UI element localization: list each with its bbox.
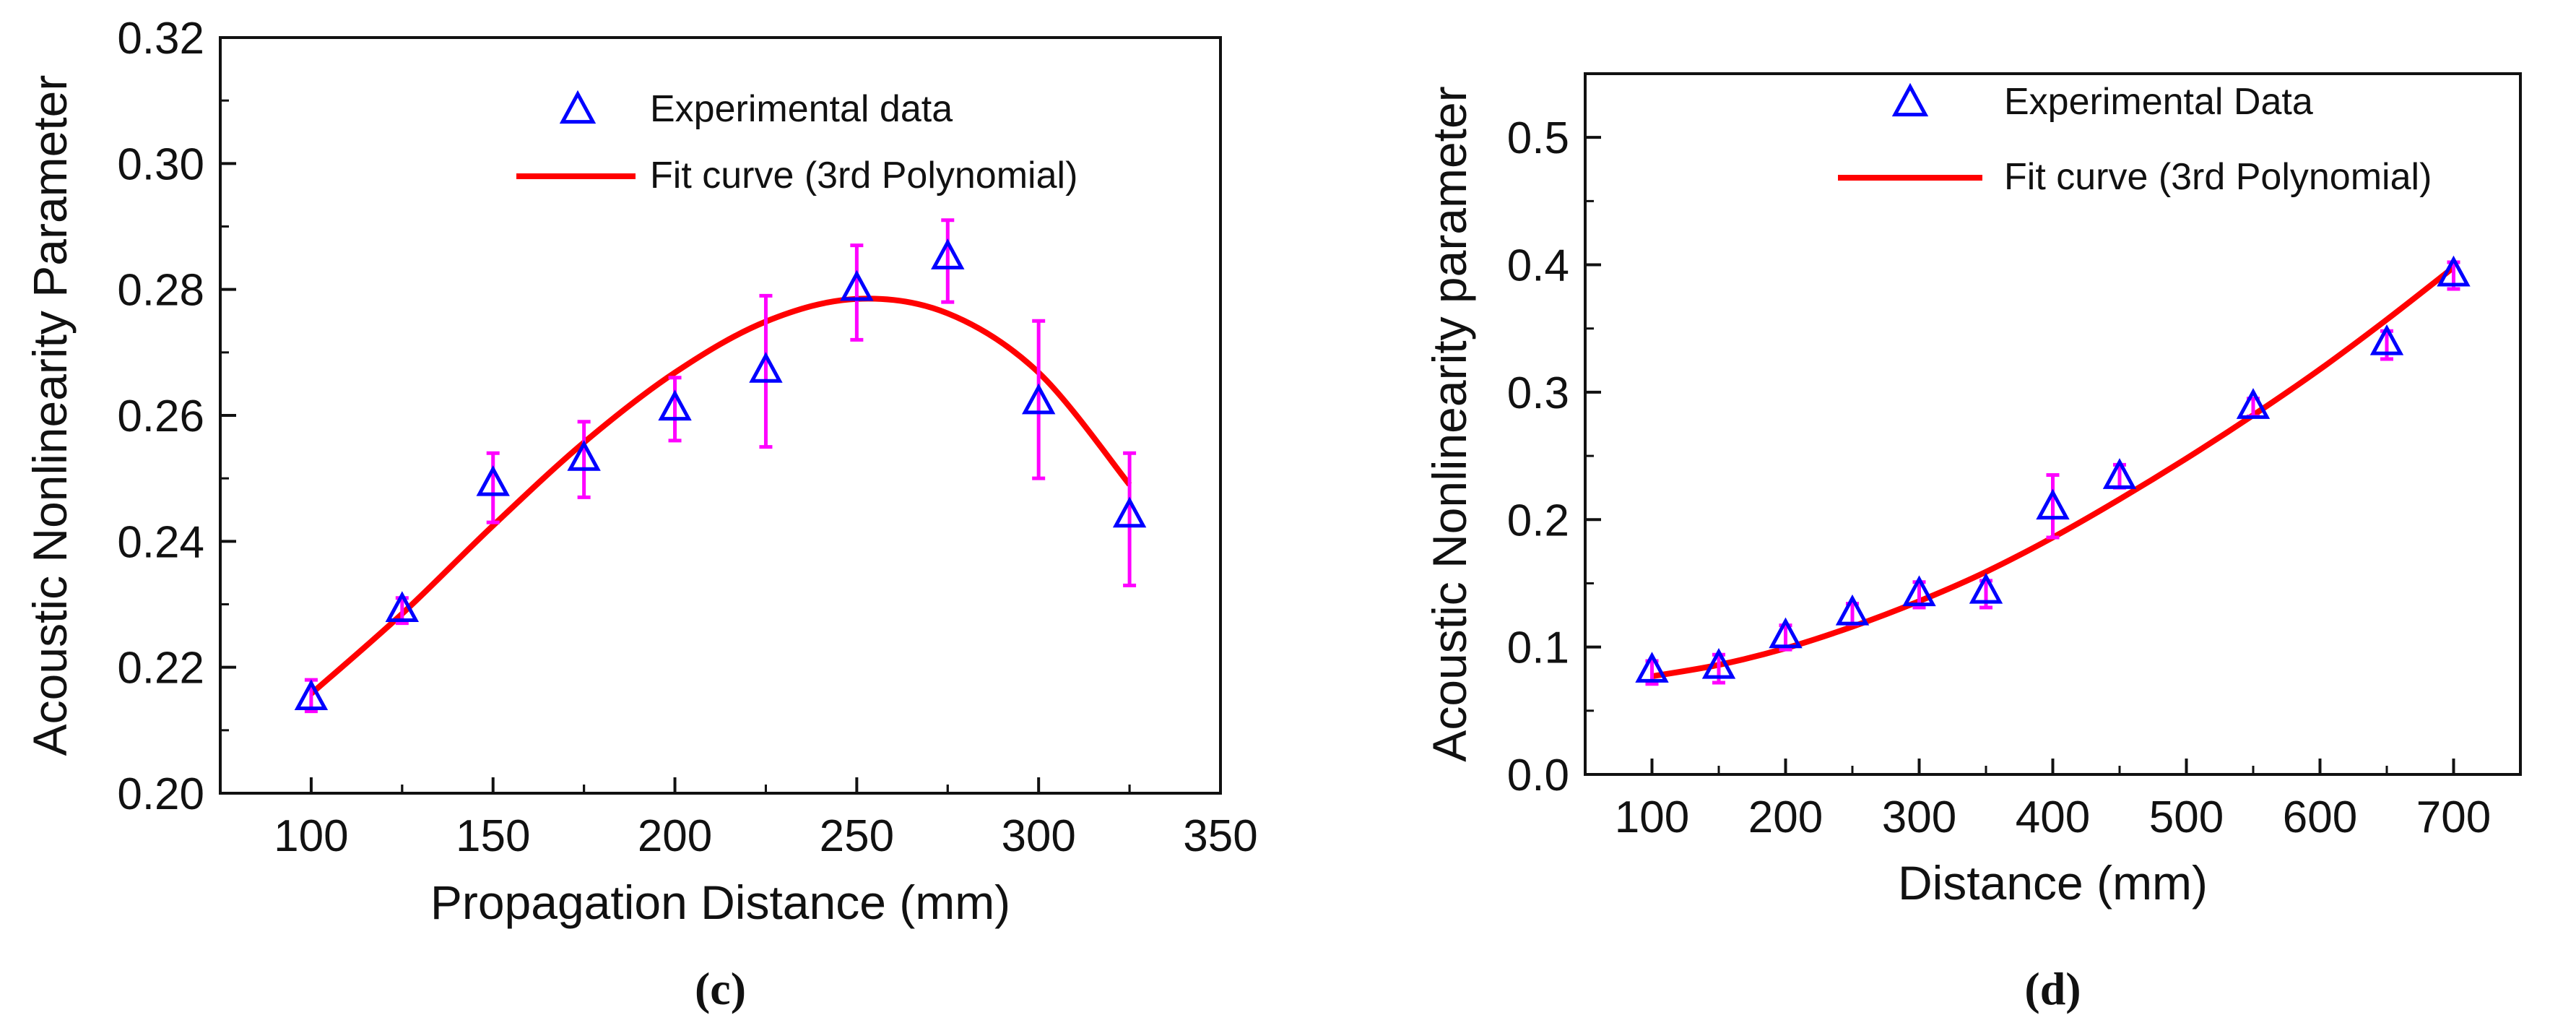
data-point-triangle [931, 238, 965, 269]
x-tick-label: 350 [1183, 811, 1257, 861]
fit-curve [309, 295, 1132, 696]
chart-panel-c: 100 150 200 250 300 350 0.20 0.22 0.24 0.26 0.28 0.… [23, 14, 1258, 1014]
y-tick-label: 0.22 [117, 644, 204, 694]
y-tick-label: 0.20 [117, 769, 204, 819]
legend-label-experimental: Experimental data [650, 88, 953, 130]
data-point-triangle [1635, 652, 1669, 683]
y-tick-label: 0.3 [1507, 368, 1569, 418]
data-point-triangle [476, 465, 510, 496]
data-point-triangle [294, 679, 329, 711]
y-tick-label: 0.1 [1507, 623, 1569, 673]
y-tick-label: 0.30 [117, 139, 204, 189]
data-point-triangle [385, 591, 420, 623]
plot-frame [219, 36, 1222, 795]
legend-marker-triangle [1891, 82, 1929, 117]
y-tick-label: 0.26 [117, 392, 204, 441]
x-tick-label: 150 [456, 811, 530, 861]
data-point-triangle [1769, 617, 1803, 649]
data-point-triangle [1021, 383, 1056, 415]
y-tick-label: 0.28 [117, 266, 204, 316]
panel-label: (d) [2024, 963, 2081, 1014]
legend-label-fit: Fit curve (3rd Polynomial) [650, 155, 1077, 196]
data-point-triangle [2437, 255, 2471, 287]
y-tick-label: 0.0 [1507, 751, 1569, 800]
data-point-triangle [1902, 575, 1936, 607]
x-tick-label: 600 [2283, 792, 2357, 842]
x-tick-label: 100 [274, 811, 348, 861]
x-tick-label: 100 [1615, 792, 1689, 842]
x-tick-label: 400 [2016, 792, 2090, 842]
y-tick-label: 0.32 [117, 14, 204, 64]
data-point-triangle [749, 352, 783, 383]
x-tick-label: 300 [1882, 792, 1956, 842]
y-tick-label: 0.5 [1507, 113, 1569, 163]
data-point-triangle [1112, 496, 1147, 528]
x-axis-title: Distance (mm) [1898, 856, 2208, 910]
x-tick-label: 700 [2416, 792, 2491, 842]
data-point-triangle [567, 440, 601, 471]
data-point-triangle [1835, 594, 1870, 626]
panel-label: (c) [695, 963, 746, 1014]
x-axis-title: Propagation Distance (mm) [430, 876, 1010, 929]
x-tick-label: 500 [2149, 792, 2224, 842]
data-point-triangle [2102, 458, 2137, 489]
x-tick-label: 300 [1001, 811, 1075, 861]
data-point-triangle [2369, 324, 2404, 355]
data-point-triangle [2236, 388, 2271, 419]
fit-curve [1651, 264, 2455, 680]
x-tick-label: 200 [638, 811, 712, 861]
data-point-triangle [658, 389, 692, 421]
data-point-triangle [1969, 572, 2003, 604]
legend-label-fit: Fit curve (3rd Polynomial) [2004, 156, 2432, 198]
data-point-triangle [1701, 647, 1736, 679]
y-axis-title: Acoustic Nonlinearity parameter [1423, 86, 1476, 761]
y-tick-label: 0.4 [1507, 241, 1569, 291]
legend-marker-triangle [559, 90, 597, 124]
legend-label-experimental: Experimental Data [2004, 81, 2313, 123]
x-tick-label: 200 [1748, 792, 1823, 842]
y-axis-title: Acoustic Nonlinearity Parameter [23, 75, 77, 756]
data-point-triangle [2036, 488, 2070, 520]
data-point-triangle [840, 269, 874, 301]
y-tick-label: 0.2 [1507, 496, 1569, 545]
x-tick-label: 250 [820, 811, 894, 861]
chart-panel-d: 100 200 300 400 500 600 700 0.0 0.1 0.2 0.3 0.4 0.5 D… [1423, 72, 2522, 1014]
y-tick-label: 0.24 [117, 517, 204, 567]
